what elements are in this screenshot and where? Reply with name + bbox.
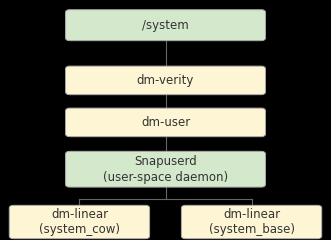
Text: dm-linear
(system_cow): dm-linear (system_cow) xyxy=(39,208,120,236)
FancyBboxPatch shape xyxy=(66,10,265,41)
FancyBboxPatch shape xyxy=(66,66,265,95)
FancyBboxPatch shape xyxy=(66,108,265,137)
FancyBboxPatch shape xyxy=(66,151,265,187)
FancyBboxPatch shape xyxy=(9,205,150,239)
Text: /system: /system xyxy=(142,19,189,32)
Text: dm-user: dm-user xyxy=(141,116,190,129)
Text: dm-verity: dm-verity xyxy=(137,74,194,87)
Text: Snapuserd
(user-space daemon): Snapuserd (user-space daemon) xyxy=(103,155,228,184)
Text: dm-linear
(system_base): dm-linear (system_base) xyxy=(209,208,295,236)
FancyBboxPatch shape xyxy=(181,205,322,239)
